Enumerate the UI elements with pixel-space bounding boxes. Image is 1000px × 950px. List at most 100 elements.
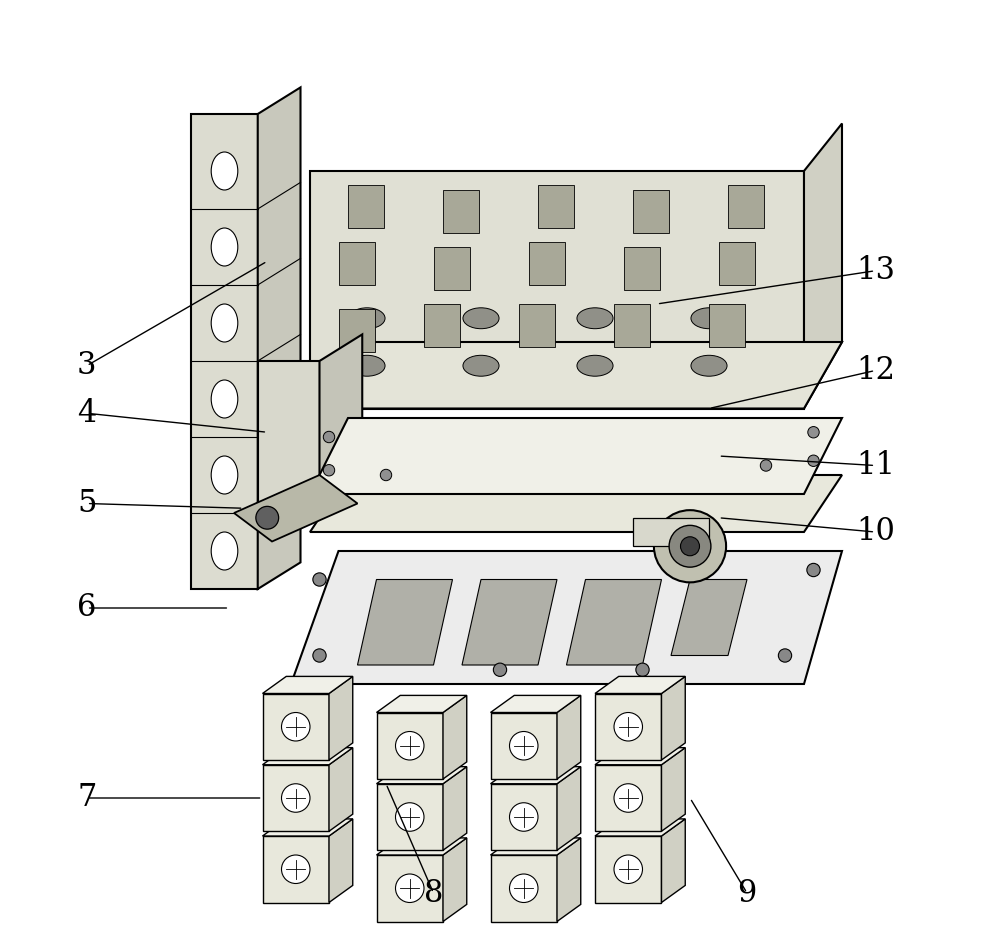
Circle shape (808, 455, 819, 466)
Polygon shape (443, 695, 467, 779)
Polygon shape (329, 676, 353, 760)
Polygon shape (320, 334, 362, 513)
Polygon shape (358, 580, 452, 665)
Bar (434, 247, 470, 290)
Polygon shape (595, 748, 685, 765)
Polygon shape (258, 361, 320, 513)
Polygon shape (557, 838, 581, 922)
Circle shape (636, 663, 649, 676)
Ellipse shape (211, 304, 238, 342)
Circle shape (396, 874, 424, 902)
Circle shape (614, 855, 642, 884)
Bar (538, 185, 574, 228)
Circle shape (669, 525, 711, 567)
Polygon shape (376, 712, 443, 779)
Polygon shape (557, 767, 581, 850)
Text: 12: 12 (856, 355, 895, 386)
Polygon shape (490, 695, 581, 712)
Circle shape (493, 663, 507, 676)
Bar (709, 304, 745, 347)
Polygon shape (262, 694, 329, 760)
Polygon shape (490, 784, 557, 850)
Text: 4: 4 (77, 398, 96, 428)
Ellipse shape (211, 456, 238, 494)
Text: 9: 9 (737, 878, 757, 908)
Polygon shape (661, 819, 685, 902)
Bar (348, 185, 384, 228)
Bar (338, 242, 375, 285)
Bar (443, 190, 479, 233)
Ellipse shape (463, 308, 499, 329)
Bar (614, 304, 650, 347)
Circle shape (510, 803, 538, 831)
Polygon shape (262, 748, 353, 765)
Ellipse shape (577, 355, 613, 376)
Polygon shape (595, 765, 661, 831)
Circle shape (680, 537, 700, 556)
Circle shape (808, 427, 819, 438)
Circle shape (282, 784, 310, 812)
Bar (718, 242, 755, 285)
Polygon shape (376, 767, 467, 784)
Circle shape (778, 649, 792, 662)
Circle shape (323, 431, 335, 443)
Polygon shape (633, 518, 709, 546)
Polygon shape (234, 475, 358, 542)
Text: 5: 5 (77, 488, 97, 519)
Polygon shape (462, 580, 557, 665)
Ellipse shape (211, 380, 238, 418)
Ellipse shape (691, 355, 727, 376)
Ellipse shape (211, 152, 238, 190)
Bar (519, 304, 555, 347)
Text: 13: 13 (856, 256, 895, 286)
Polygon shape (191, 114, 258, 589)
Polygon shape (376, 855, 443, 922)
Text: 8: 8 (424, 878, 443, 908)
Bar (528, 242, 565, 285)
Polygon shape (566, 580, 662, 665)
Polygon shape (310, 475, 842, 532)
Circle shape (282, 712, 310, 741)
Polygon shape (661, 676, 685, 760)
Polygon shape (310, 418, 842, 494)
Polygon shape (595, 836, 661, 902)
Polygon shape (661, 748, 685, 831)
Circle shape (313, 573, 326, 586)
Bar (728, 185, 764, 228)
Circle shape (323, 465, 335, 476)
Polygon shape (291, 551, 842, 684)
Polygon shape (310, 171, 804, 408)
Polygon shape (258, 87, 300, 589)
Circle shape (510, 732, 538, 760)
Polygon shape (595, 676, 685, 694)
Polygon shape (329, 748, 353, 831)
Polygon shape (262, 819, 353, 836)
Bar (424, 304, 460, 347)
Polygon shape (490, 838, 581, 855)
Circle shape (510, 874, 538, 902)
Polygon shape (443, 838, 467, 922)
Text: 6: 6 (77, 593, 96, 623)
Circle shape (760, 460, 772, 471)
Circle shape (614, 712, 642, 741)
Polygon shape (557, 695, 581, 779)
Ellipse shape (463, 355, 499, 376)
Polygon shape (376, 838, 467, 855)
Text: 10: 10 (856, 517, 895, 547)
Circle shape (614, 784, 642, 812)
Polygon shape (310, 342, 842, 408)
Polygon shape (329, 819, 353, 902)
Polygon shape (804, 124, 842, 408)
Circle shape (313, 649, 326, 662)
Circle shape (396, 732, 424, 760)
Polygon shape (262, 765, 329, 831)
Ellipse shape (349, 355, 385, 376)
Polygon shape (443, 767, 467, 850)
Circle shape (396, 803, 424, 831)
Polygon shape (671, 580, 747, 656)
Polygon shape (376, 695, 467, 712)
Bar (624, 247, 660, 290)
Circle shape (380, 469, 392, 481)
Bar (633, 190, 669, 233)
Polygon shape (262, 836, 329, 902)
